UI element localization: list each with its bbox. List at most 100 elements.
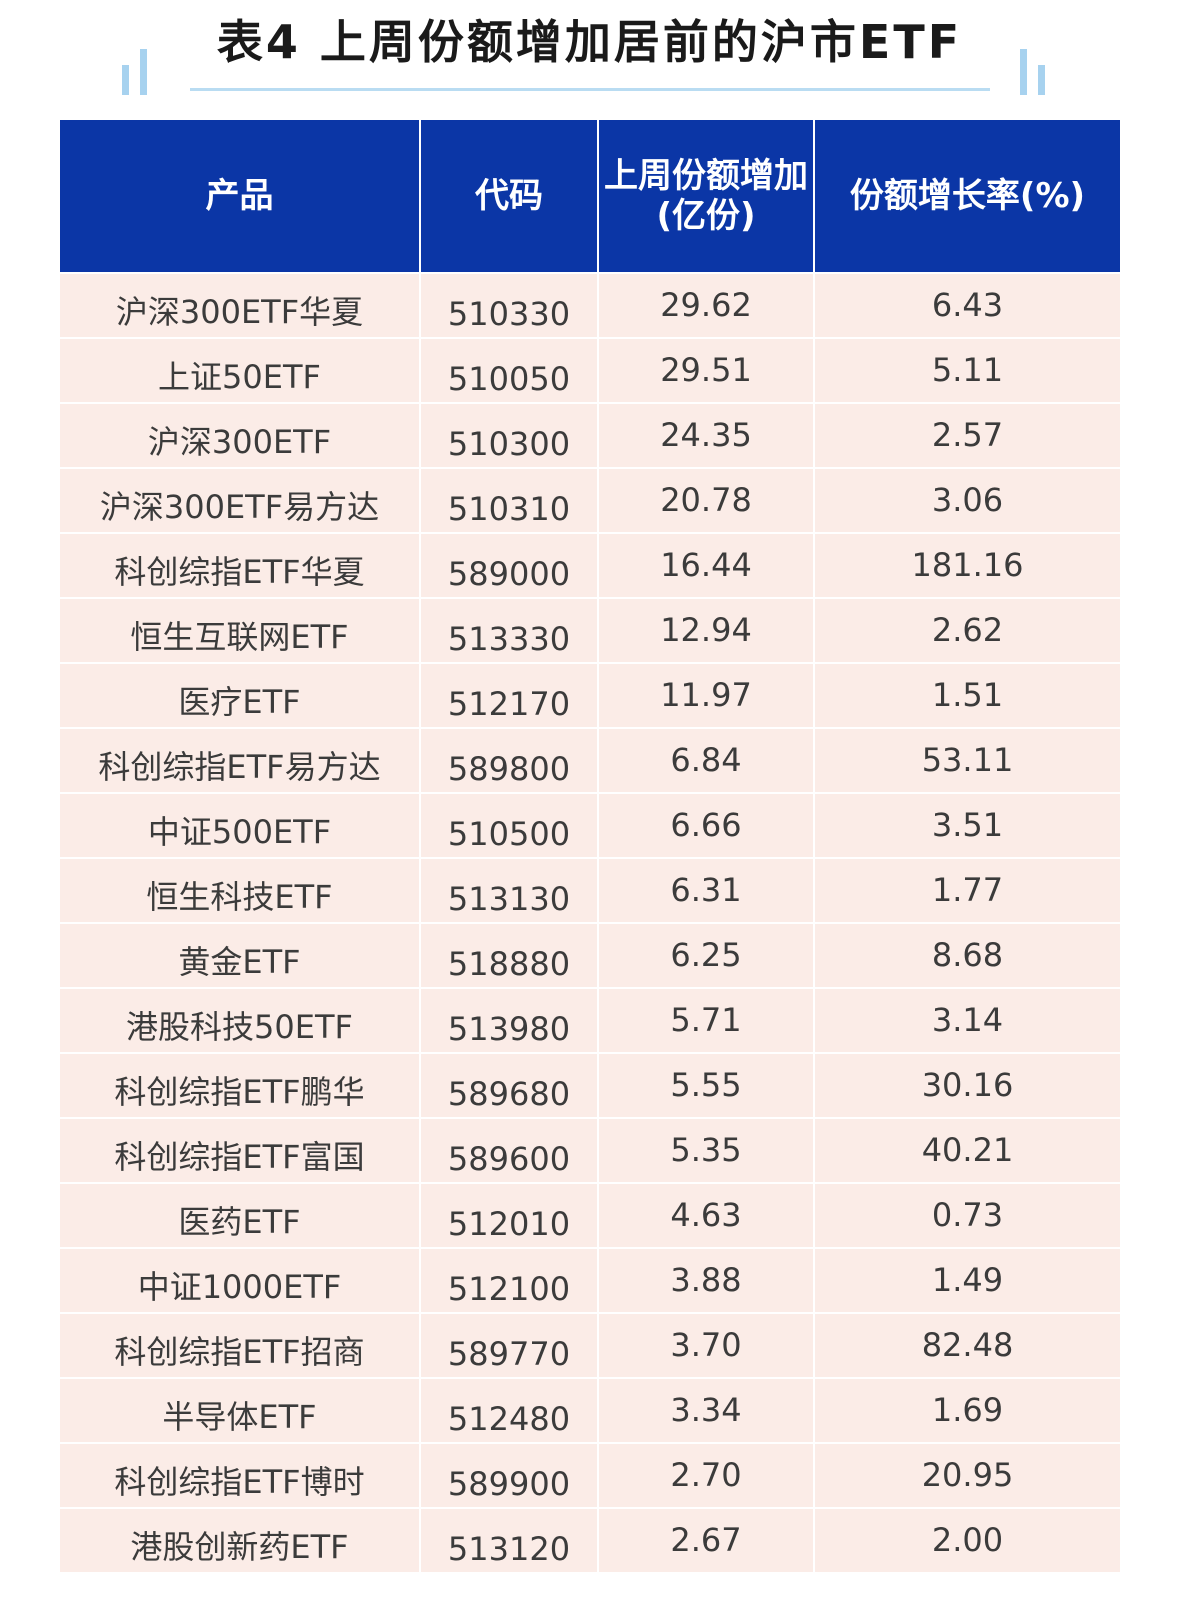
code-cell: 510050: [420, 337, 599, 403]
table-row: 恒生科技ETF 513130 6.31 1.77: [60, 857, 1120, 923]
table-row: 港股科技50ETF 513980 5.71 3.14: [60, 987, 1120, 1053]
table-row: 恒生互联网ETF 513330 12.94 2.62: [60, 597, 1120, 663]
code-cell: 510310: [420, 467, 599, 533]
growth-rate-cell: 30.16: [814, 1052, 1120, 1118]
title-decoration-right: [1020, 45, 1060, 95]
share-increase-cell: 5.35: [598, 1117, 815, 1183]
share-increase-cell: 2.70: [598, 1442, 815, 1508]
code-cell: 512010: [420, 1182, 599, 1248]
table-row: 科创综指ETF鹏华 589680 5.55 30.16: [60, 1052, 1120, 1118]
share-increase-cell: 6.25: [598, 922, 815, 988]
product-name-cell: 科创综指ETF华夏: [60, 532, 421, 598]
column-header-increase-line2: (亿份): [656, 196, 756, 236]
growth-rate-cell: 40.21: [814, 1117, 1120, 1183]
growth-rate-cell: 0.73: [814, 1182, 1120, 1248]
product-name-cell: 半导体ETF: [60, 1377, 421, 1443]
growth-rate-cell: 3.51: [814, 792, 1120, 858]
share-increase-cell: 3.88: [598, 1247, 815, 1313]
share-increase-cell: 24.35: [598, 402, 815, 468]
share-increase-cell: 3.34: [598, 1377, 815, 1443]
product-name-cell: 医疗ETF: [60, 662, 421, 728]
share-increase-cell: 3.70: [598, 1312, 815, 1378]
code-cell: 518880: [420, 922, 599, 988]
product-name-cell: 科创综指ETF博时: [60, 1442, 421, 1508]
product-name-cell: 恒生互联网ETF: [60, 597, 421, 663]
code-cell: 510500: [420, 792, 599, 858]
growth-rate-cell: 1.49: [814, 1247, 1120, 1313]
growth-rate-cell: 2.57: [814, 402, 1120, 468]
product-name-cell: 科创综指ETF富国: [60, 1117, 421, 1183]
growth-rate-cell: 2.62: [814, 597, 1120, 663]
column-header-product: 产品: [60, 120, 421, 273]
product-name-cell: 沪深300ETF易方达: [60, 467, 421, 533]
growth-rate-cell: 20.95: [814, 1442, 1120, 1508]
growth-rate-cell: 1.69: [814, 1377, 1120, 1443]
product-name-cell: 上证50ETF: [60, 337, 421, 403]
growth-rate-cell: 3.06: [814, 467, 1120, 533]
table-row: 半导体ETF 512480 3.34 1.69: [60, 1377, 1120, 1443]
product-name-cell: 中证500ETF: [60, 792, 421, 858]
share-increase-cell: 16.44: [598, 532, 815, 598]
code-cell: 589000: [420, 532, 599, 598]
growth-rate-cell: 1.51: [814, 662, 1120, 728]
growth-rate-cell: 2.00: [814, 1507, 1120, 1572]
share-increase-cell: 29.62: [598, 272, 815, 338]
code-cell: 512480: [420, 1377, 599, 1443]
code-cell: 589800: [420, 727, 599, 793]
table-header-row: 产品 代码 上周份额增加 (亿份) 份额增长率(%): [60, 120, 1120, 273]
product-name-cell: 科创综指ETF易方达: [60, 727, 421, 793]
code-cell: 510330: [420, 272, 599, 338]
growth-rate-cell: 181.16: [814, 532, 1120, 598]
table-row: 科创综指ETF富国 589600 5.35 40.21: [60, 1117, 1120, 1183]
growth-rate-cell: 53.11: [814, 727, 1120, 793]
growth-rate-cell: 3.14: [814, 987, 1120, 1053]
column-header-rate: 份额增长率(%): [814, 120, 1120, 273]
growth-rate-cell: 6.43: [814, 272, 1120, 338]
column-header-increase-line1: 上周份额增加: [604, 156, 808, 196]
product-name-cell: 黄金ETF: [60, 922, 421, 988]
product-name-cell: 医药ETF: [60, 1182, 421, 1248]
share-increase-cell: 5.71: [598, 987, 815, 1053]
share-increase-cell: 20.78: [598, 467, 815, 533]
product-name-cell: 沪深300ETF华夏: [60, 272, 421, 338]
growth-rate-cell: 82.48: [814, 1312, 1120, 1378]
code-cell: 513330: [420, 597, 599, 663]
table-row: 科创综指ETF易方达 589800 6.84 53.11: [60, 727, 1120, 793]
table-row: 沪深300ETF易方达 510310 20.78 3.06: [60, 467, 1120, 533]
product-name-cell: 科创综指ETF招商: [60, 1312, 421, 1378]
code-cell: 512170: [420, 662, 599, 728]
code-cell: 510300: [420, 402, 599, 468]
product-name-cell: 港股创新药ETF: [60, 1507, 421, 1572]
share-increase-cell: 4.63: [598, 1182, 815, 1248]
growth-rate-cell: 1.77: [814, 857, 1120, 923]
column-header-code: 代码: [420, 120, 599, 273]
title-underline: [190, 88, 990, 91]
share-increase-cell: 6.66: [598, 792, 815, 858]
table-row: 沪深300ETF华夏 510330 29.62 6.43: [60, 272, 1120, 338]
share-increase-cell: 6.84: [598, 727, 815, 793]
table-row: 上证50ETF 510050 29.51 5.11: [60, 337, 1120, 403]
code-cell: 513130: [420, 857, 599, 923]
code-cell: 513980: [420, 987, 599, 1053]
column-header-increase: 上周份额增加 (亿份): [598, 120, 815, 273]
code-cell: 589900: [420, 1442, 599, 1508]
code-cell: 589680: [420, 1052, 599, 1118]
etf-table: 产品 代码 上周份额增加 (亿份) 份额增长率(%) 沪深300ETF华夏 510…: [60, 120, 1120, 1572]
product-name-cell: 港股科技50ETF: [60, 987, 421, 1053]
table-row: 中证1000ETF 512100 3.88 1.49: [60, 1247, 1120, 1313]
table-row: 科创综指ETF博时 589900 2.70 20.95: [60, 1442, 1120, 1508]
code-cell: 589770: [420, 1312, 599, 1378]
table-row: 医药ETF 512010 4.63 0.73: [60, 1182, 1120, 1248]
code-cell: 589600: [420, 1117, 599, 1183]
growth-rate-cell: 8.68: [814, 922, 1120, 988]
product-name-cell: 沪深300ETF: [60, 402, 421, 468]
code-cell: 512100: [420, 1247, 599, 1313]
table-title: 表4 上周份额增加居前的沪市ETF: [216, 15, 963, 69]
code-cell: 513120: [420, 1507, 599, 1572]
share-increase-cell: 5.55: [598, 1052, 815, 1118]
table-row: 科创综指ETF华夏 589000 16.44 181.16: [60, 532, 1120, 598]
share-increase-cell: 2.67: [598, 1507, 815, 1572]
share-increase-cell: 29.51: [598, 337, 815, 403]
table-row: 科创综指ETF招商 589770 3.70 82.48: [60, 1312, 1120, 1378]
growth-rate-cell: 5.11: [814, 337, 1120, 403]
